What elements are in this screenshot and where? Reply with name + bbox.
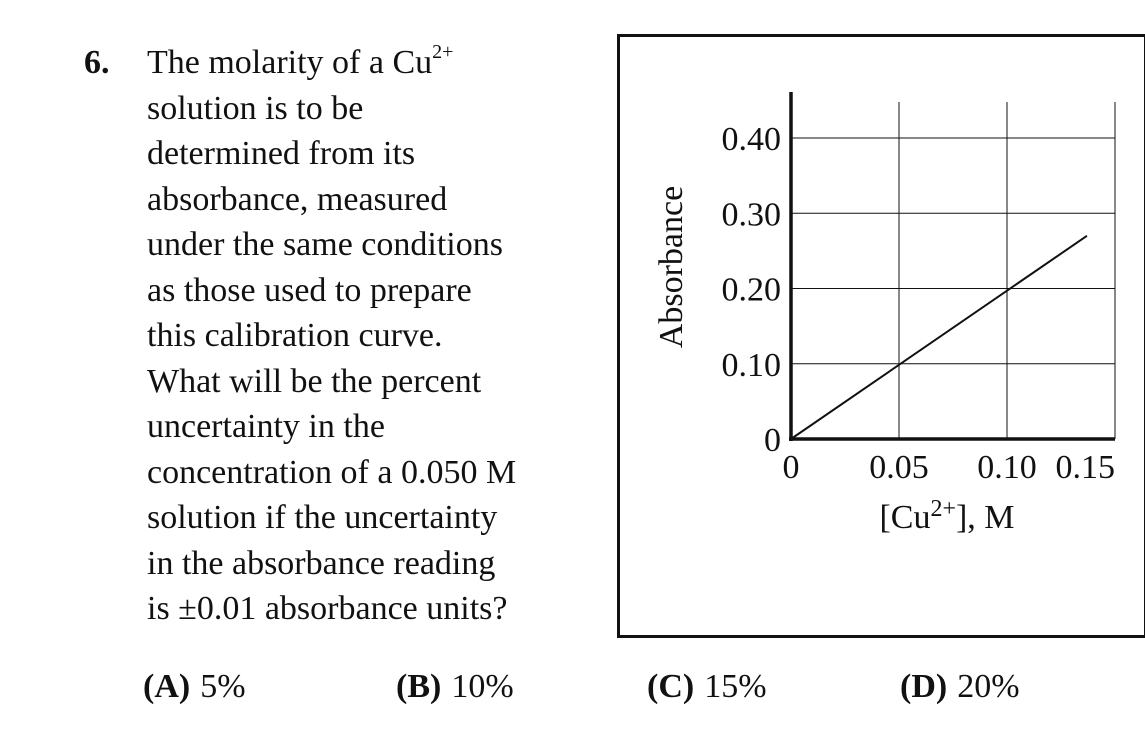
question-line: The molarity of a Cu2+ — [147, 40, 617, 86]
y-tick-label: 0.20 — [722, 272, 782, 309]
question-line-text: solution is to be — [147, 89, 364, 127]
y-axis-label: Absorbance — [653, 186, 690, 348]
choice-b-letter: (B) — [396, 668, 442, 705]
question-line-text: absorbance, measured — [147, 180, 448, 218]
question-line: determined from its — [147, 131, 617, 177]
question-line: What will be the percent — [147, 359, 617, 405]
x-axis-label: [Cu2+], M — [879, 496, 1014, 536]
question-line: concentration of a 0.050 M — [147, 450, 617, 496]
x-axis-label-suffix: ], M — [956, 499, 1015, 536]
choice-b-value: 10% — [451, 668, 514, 705]
calibration-chart-frame: 0 0.10 0.20 0.30 0.40 0 0.05 0.10 0.15 Absorbance… — [617, 34, 1145, 638]
question-line-text: determined from its — [147, 135, 416, 172]
x-tick-label: 0.15 — [1056, 449, 1116, 486]
question-line-text: this calibration curve. — [147, 317, 443, 354]
choice-d-value: 20% — [957, 668, 1020, 705]
x-tick-label: 0 — [783, 449, 800, 486]
calibration-chart: 0 0.10 0.20 0.30 0.40 0 0.05 0.10 0.15 Absorbance… — [653, 92, 1116, 536]
question-line-text: under the same conditions — [147, 226, 503, 263]
choice-d-letter: (D) — [900, 668, 948, 705]
choice-c-letter: (C) — [647, 668, 695, 705]
question-line-text: in the absorbance reading — [147, 544, 496, 582]
question-line-text: What will be the percent — [147, 362, 482, 400]
choice-a[interactable]: (A) 5% — [143, 664, 246, 710]
question-text: The molarity of a Cu2+ solution is to be d… — [147, 40, 617, 632]
calibration-line — [790, 235, 1088, 440]
charge-superscript: 2+ — [432, 41, 454, 63]
question-line: is ±0.01 absorbance units? — [147, 586, 617, 632]
question-line-text: as those used to prepare — [147, 271, 472, 309]
question-number: 6. — [84, 44, 110, 81]
x-axis-label-prefix: [Cu — [879, 499, 930, 536]
y-tick-label: 0.40 — [722, 121, 782, 158]
question-line: this calibration curve. — [147, 313, 617, 359]
y-tick-label: 0.30 — [722, 196, 782, 233]
x-tick-label: 0.10 — [977, 449, 1037, 486]
question-line: as those used to prepare — [147, 268, 617, 314]
question-line: absorbance, measured — [147, 177, 617, 223]
x-tick-label: 0.05 — [869, 449, 929, 486]
question-line-text: The molarity of a Cu — [147, 44, 433, 81]
choice-c-value: 15% — [704, 668, 767, 705]
question-line-text: is ±0.01 absorbance units? — [147, 590, 508, 627]
question-line: in the absorbance reading — [147, 541, 617, 587]
choice-c[interactable]: (C) 15% — [647, 664, 767, 710]
question-line: solution is to be — [147, 86, 617, 132]
x-axis-label-sup: 2+ — [930, 496, 956, 522]
question-line-text: concentration of a 0.050 M — [147, 453, 517, 491]
choice-a-value: 5% — [200, 668, 246, 705]
question-line-text: uncertainty in the — [147, 408, 385, 445]
choice-b[interactable]: (B) 10% — [396, 664, 514, 710]
question-line: uncertainty in the — [147, 404, 617, 450]
question-line: solution if the uncertainty — [147, 495, 617, 541]
y-tick-label: 0.10 — [722, 347, 782, 384]
choice-a-letter: (A) — [143, 668, 191, 705]
choice-d[interactable]: (D) 20% — [900, 664, 1020, 710]
y-tick-label: 0 — [764, 422, 781, 459]
question-line-text: solution if the uncertainty — [147, 499, 498, 536]
question-line: under the same conditions — [147, 222, 617, 268]
